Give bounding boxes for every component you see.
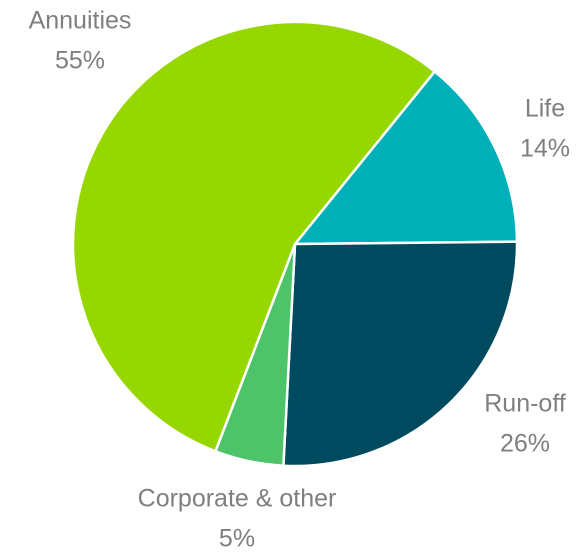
slice-label: Life bbox=[525, 95, 565, 123]
slice-label: Run-off bbox=[484, 390, 566, 418]
slice-value: 5% bbox=[219, 525, 255, 553]
slice-value: 14% bbox=[520, 135, 570, 163]
pie-slice bbox=[71, 20, 436, 453]
slice-value: 55% bbox=[55, 47, 105, 75]
slice-label: Corporate & other bbox=[138, 485, 337, 513]
pie-slice bbox=[282, 240, 519, 468]
slice-label: Annuities bbox=[29, 7, 132, 35]
pie-slice bbox=[293, 70, 519, 246]
slice-value: 26% bbox=[500, 430, 550, 458]
